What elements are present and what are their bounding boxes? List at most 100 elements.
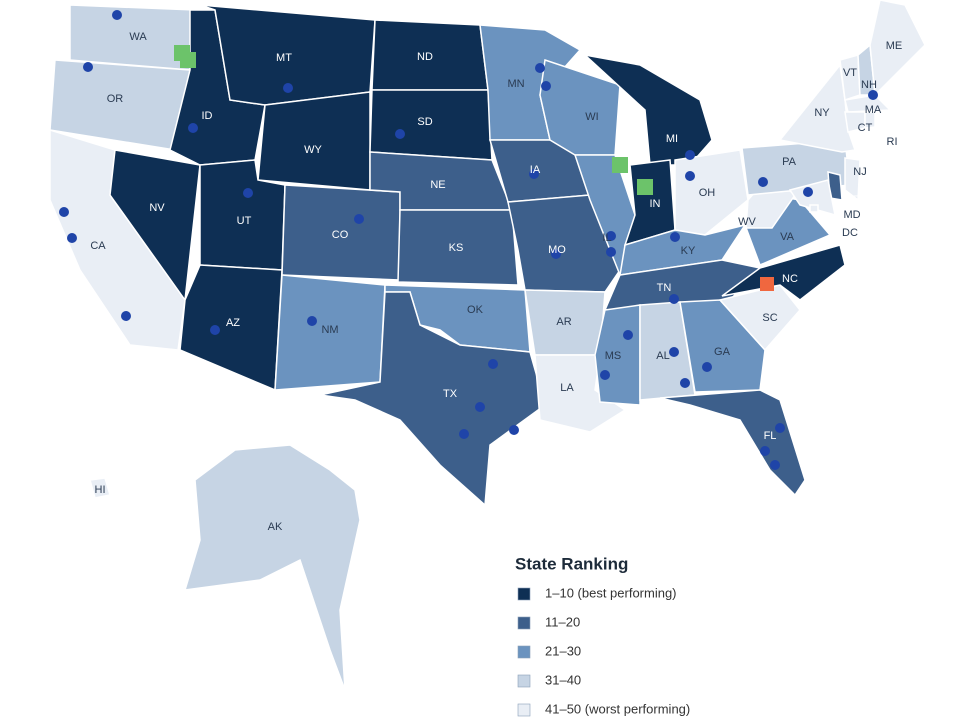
legend-swatch bbox=[517, 587, 531, 601]
legend-label: 11–20 bbox=[545, 614, 580, 629]
state-label: NM bbox=[321, 324, 338, 336]
state-label: MS bbox=[605, 350, 622, 362]
state-label: MT bbox=[276, 52, 292, 64]
state-label: MI bbox=[666, 133, 678, 145]
site-dot bbox=[509, 425, 519, 435]
green-site bbox=[637, 179, 653, 195]
state-label: FL bbox=[764, 430, 777, 442]
state-label: WA bbox=[129, 31, 147, 43]
state-label: MA bbox=[865, 104, 882, 116]
site-dot bbox=[283, 83, 293, 93]
site-dot bbox=[395, 129, 405, 139]
state-label: VA bbox=[780, 231, 795, 243]
legend-swatch bbox=[517, 703, 531, 717]
state-label: MO bbox=[548, 244, 566, 256]
state-label: AK bbox=[268, 521, 283, 533]
state-label: WY bbox=[304, 144, 322, 156]
state-label: IA bbox=[530, 164, 541, 176]
state-label: DE bbox=[844, 194, 859, 206]
state-label: NC bbox=[782, 273, 798, 285]
site-dot bbox=[243, 188, 253, 198]
state-label: KS bbox=[449, 242, 464, 254]
state bbox=[659, 389, 806, 497]
legend-swatch bbox=[517, 616, 531, 630]
state-label: SC bbox=[762, 312, 777, 324]
site-dot bbox=[83, 62, 93, 72]
state-label: NV bbox=[149, 202, 165, 214]
state-label: GA bbox=[714, 346, 731, 358]
site-dot bbox=[669, 294, 679, 304]
state-label: IN bbox=[650, 198, 661, 210]
state-label: NE bbox=[430, 179, 445, 191]
state bbox=[679, 299, 766, 393]
site-dot bbox=[606, 247, 616, 257]
markers bbox=[59, 10, 878, 470]
state-label: RI bbox=[887, 136, 898, 148]
state bbox=[89, 477, 111, 499]
site-dot bbox=[758, 177, 768, 187]
state-label: KY bbox=[681, 245, 696, 257]
orange-site bbox=[760, 277, 774, 291]
site-dot bbox=[188, 123, 198, 133]
state-label: TN bbox=[657, 282, 672, 294]
green-site bbox=[612, 157, 628, 173]
state-label: OR bbox=[107, 93, 124, 105]
state-label: CO bbox=[332, 229, 349, 241]
state-label: PA bbox=[782, 156, 797, 168]
legend-label: 21–30 bbox=[545, 643, 581, 658]
legend-swatch bbox=[517, 645, 531, 659]
state-label: AL bbox=[656, 350, 669, 362]
site-dot bbox=[680, 378, 690, 388]
site-dot bbox=[59, 207, 69, 217]
state-label: LA bbox=[560, 382, 574, 394]
site-dot bbox=[488, 359, 498, 369]
state-label: WV bbox=[738, 216, 756, 228]
state bbox=[864, 111, 876, 129]
state bbox=[179, 264, 283, 392]
state bbox=[674, 149, 749, 236]
state-label: MN bbox=[507, 78, 524, 90]
state-label: NJ bbox=[853, 166, 866, 178]
site-dot bbox=[685, 150, 695, 160]
site-dot bbox=[670, 232, 680, 242]
state-label: ME bbox=[886, 40, 903, 52]
site-dot bbox=[760, 446, 770, 456]
site-dot bbox=[600, 370, 610, 380]
legend-label: 1–10 (best performing) bbox=[545, 585, 677, 600]
state bbox=[582, 53, 713, 166]
site-dot bbox=[868, 90, 878, 100]
state bbox=[809, 204, 819, 213]
state-label: NH bbox=[861, 79, 877, 91]
state-label: AR bbox=[556, 316, 571, 328]
state-label: TX bbox=[443, 388, 458, 400]
site-dot bbox=[775, 423, 785, 433]
site-dot bbox=[535, 63, 545, 73]
state-label: VT bbox=[843, 67, 857, 79]
legend-label: 41–50 (worst performing) bbox=[545, 701, 690, 716]
legend-label: 31–40 bbox=[545, 672, 581, 687]
state-label: WI bbox=[585, 111, 598, 123]
legend-swatch bbox=[517, 674, 531, 688]
state-label: ID bbox=[202, 110, 213, 122]
state-label: HI bbox=[95, 484, 106, 496]
site-dot bbox=[121, 311, 131, 321]
state-label: OK bbox=[467, 304, 484, 316]
legend: 1–10 (best performing) 11–20 21–30 31–40 41–… bbox=[517, 585, 690, 717]
states bbox=[49, 0, 926, 691]
state-label: MD bbox=[843, 209, 860, 221]
site-dot bbox=[551, 249, 561, 259]
state bbox=[257, 91, 371, 191]
site-dot bbox=[475, 402, 485, 412]
state-label: DC bbox=[842, 227, 858, 239]
state-label: OH bbox=[699, 187, 716, 199]
site-dot bbox=[459, 429, 469, 439]
site-dot bbox=[210, 325, 220, 335]
green-site bbox=[180, 52, 196, 68]
site-dot bbox=[685, 171, 695, 181]
state-label: CA bbox=[90, 240, 106, 252]
site-dot bbox=[702, 362, 712, 372]
state-label: AZ bbox=[226, 317, 240, 329]
site-dot bbox=[770, 460, 780, 470]
